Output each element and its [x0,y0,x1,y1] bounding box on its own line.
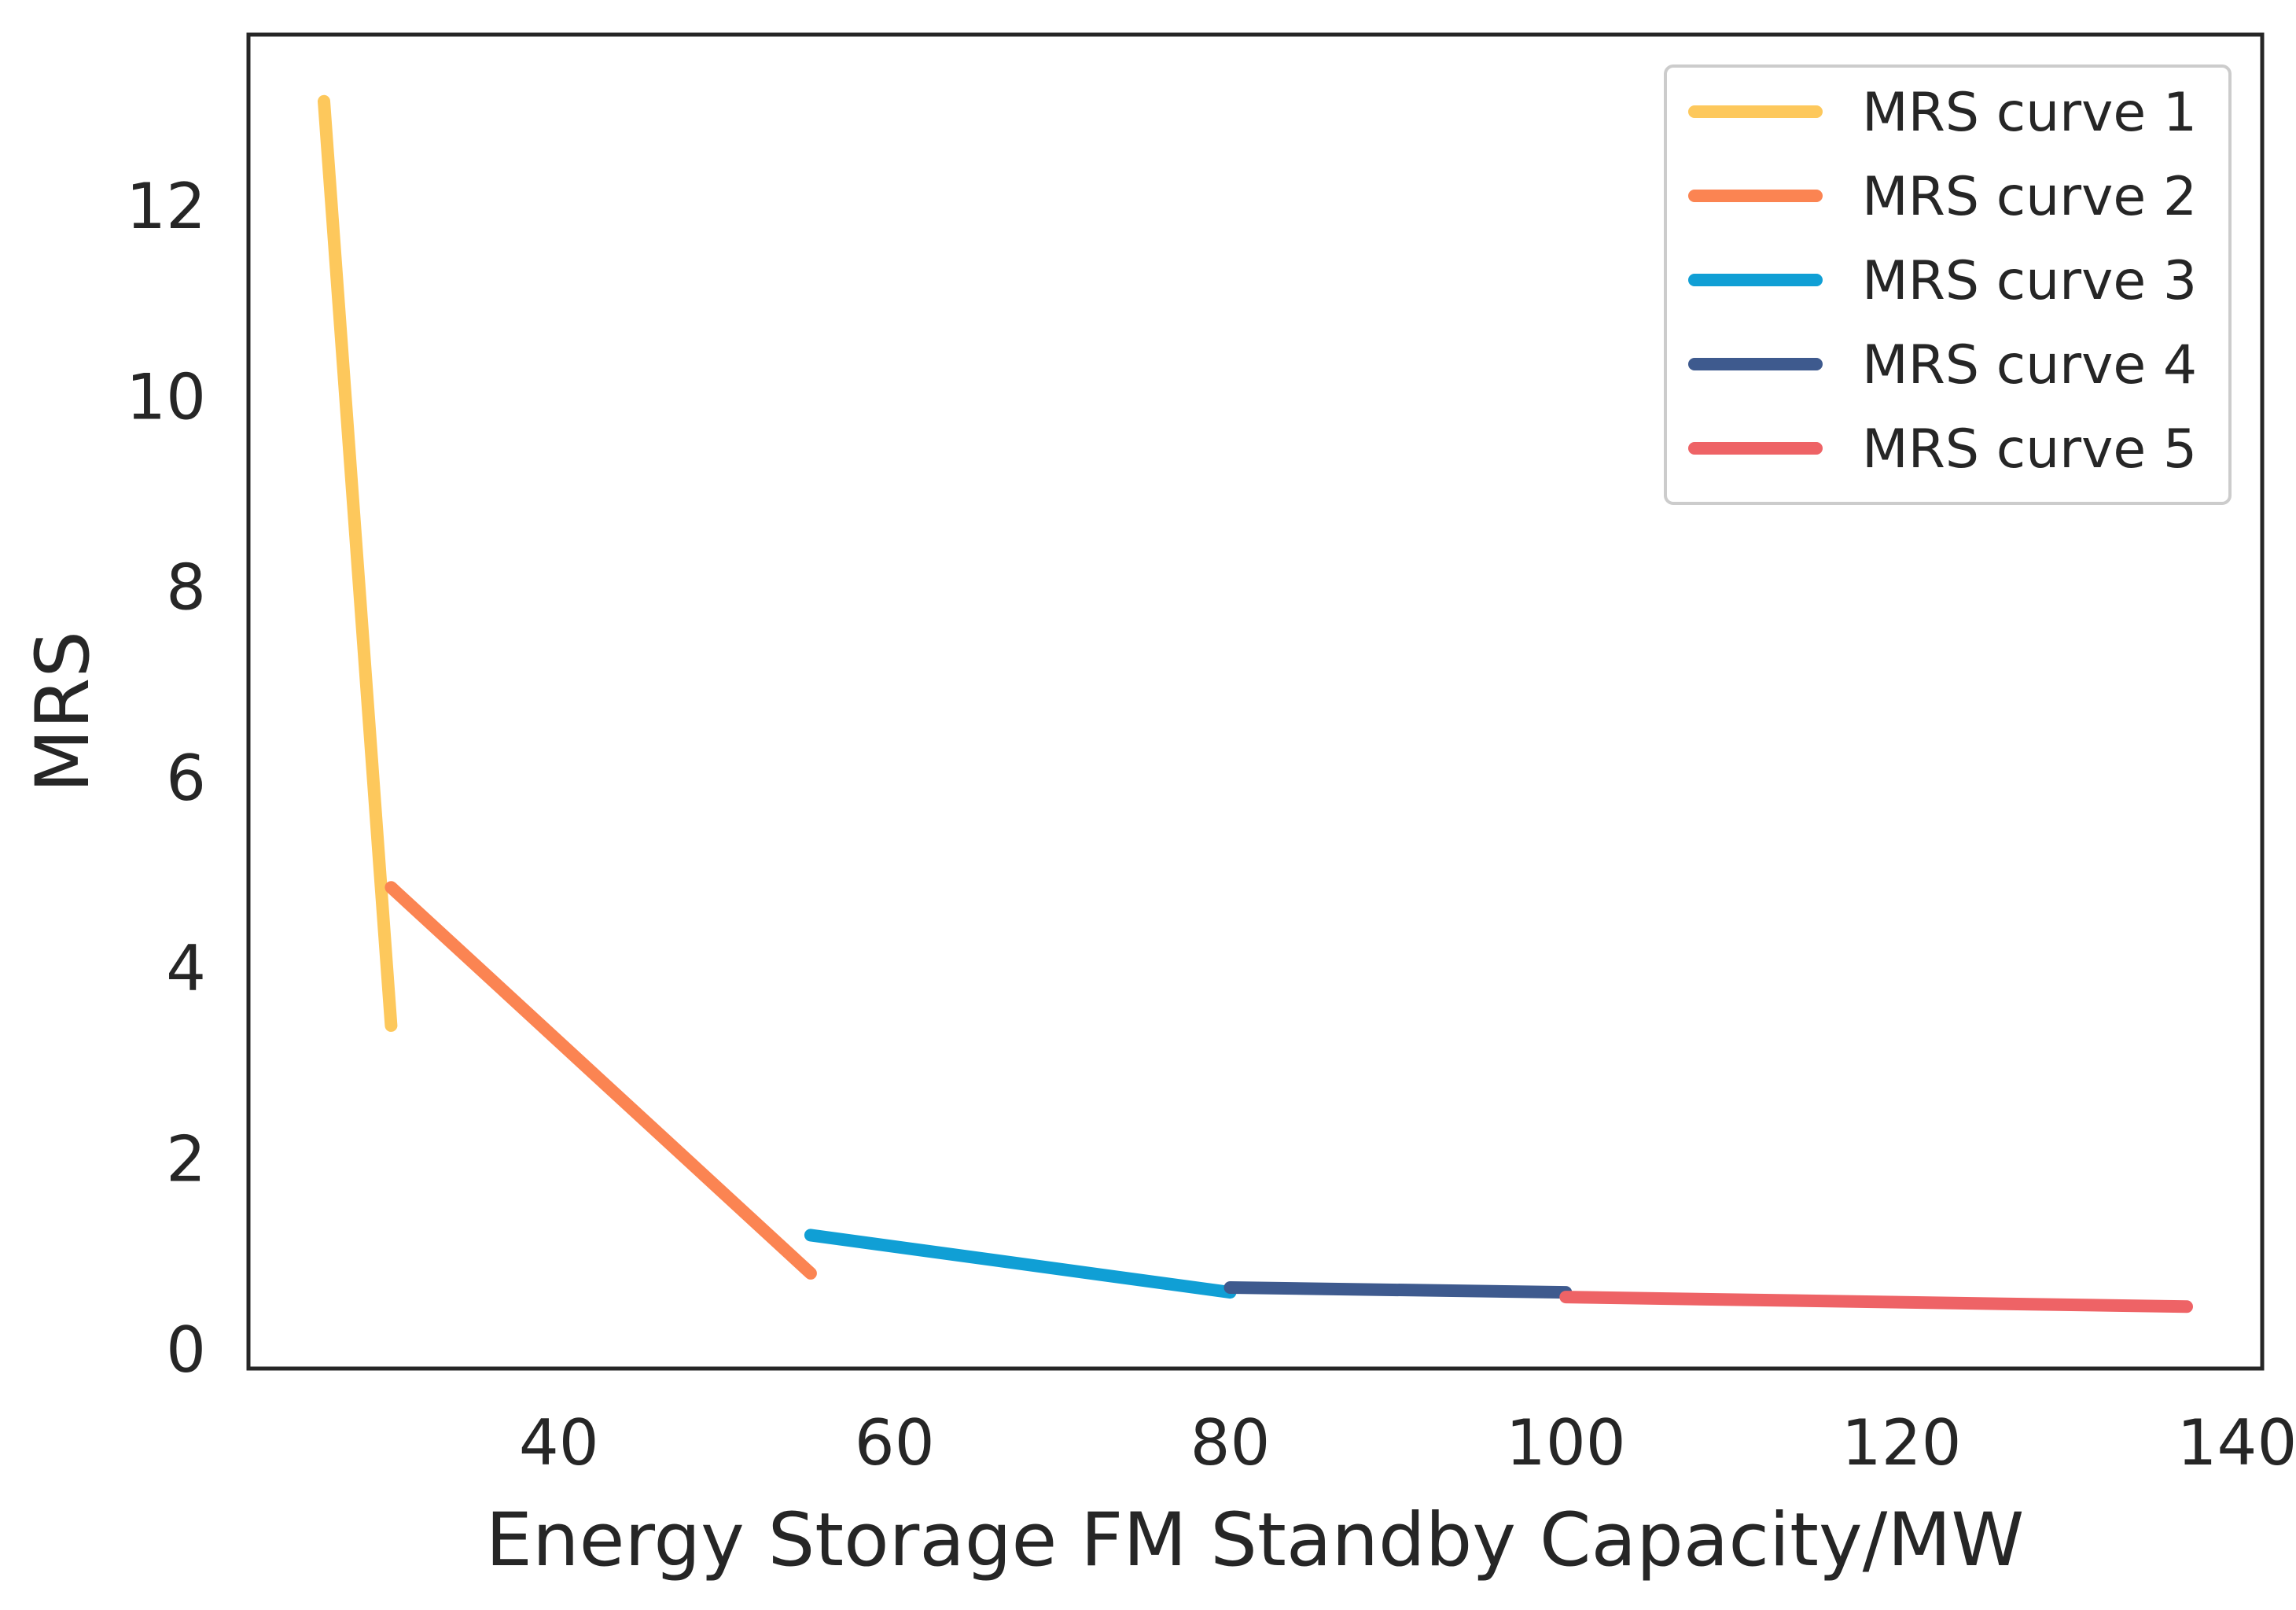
y-tick-label: 6 [166,742,206,815]
series-line-5 [1559,1291,2193,1313]
y-tick-labels: 0 2 4 6 8 10 12 [126,170,206,1387]
legend-entries: MRS curve 1 MRS curve 2 MRS curve 3 MRS cur… [1688,82,2197,481]
series-line-1 [318,94,398,1032]
legend-label-2: MRS curve 2 [1862,166,2197,228]
series-line-4 [1223,1281,1573,1299]
x-tick-labels: 40 60 80 100 120 140 [519,1406,2296,1479]
y-tick-label: 2 [166,1123,206,1196]
x-tick-label: 100 [1506,1406,1626,1479]
legend-label-4: MRS curve 4 [1862,334,2197,396]
plot-frame [246,32,2265,1371]
legend-label-1: MRS curve 1 [1862,82,2197,144]
x-tick-label: 140 [2177,1406,2296,1479]
y-tick-label: 12 [126,170,206,243]
y-tick-label: 8 [166,551,206,624]
y-tick-label: 0 [166,1313,206,1387]
series-line-3 [804,1229,1237,1299]
y-tick-label: 4 [166,932,206,1005]
legend: MRS curve 1 MRS curve 2 MRS curve 3 MRS cur… [1664,64,2232,505]
legend-box [1664,64,2232,505]
series-line-2 [385,881,817,1280]
legend-label-3: MRS curve 3 [1862,250,2197,312]
y-tick-label: 10 [126,360,206,433]
x-tick-label: 60 [855,1406,935,1479]
legend-label-5: MRS curve 5 [1862,418,2197,481]
x-tick-label: 40 [519,1406,599,1479]
x-axis-title: Energy Storage FM Standby Capacity/MW [486,1498,2025,1583]
x-tick-label: 80 [1190,1406,1271,1479]
x-tick-label: 120 [1842,1406,1962,1479]
series-layer [318,94,2193,1313]
y-axis-title: MRS [20,631,106,793]
